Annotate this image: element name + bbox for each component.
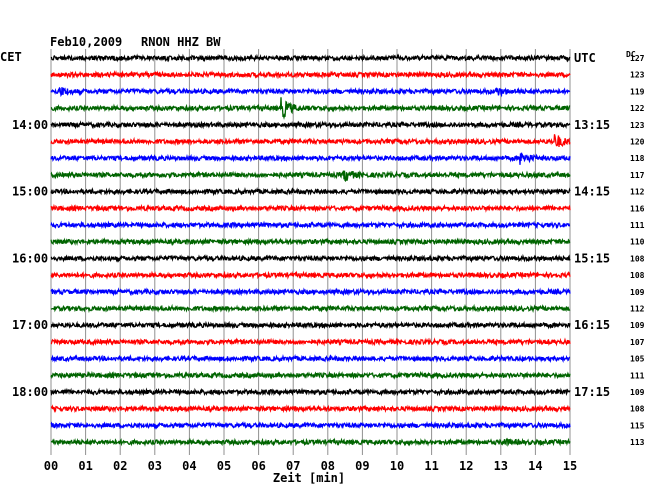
- left-hour-labels: 14:00 15:00 16:00 17:00 18:00: [12, 118, 48, 399]
- x-tick-label: 00: [44, 459, 58, 473]
- station-label: RNON HHZ BW: [141, 35, 221, 49]
- x-tick-label: 10: [390, 459, 404, 473]
- dc-offset-label: 112: [630, 188, 645, 197]
- trace-row-12: [50, 253, 571, 264]
- right-hour-label: UTC: [574, 51, 596, 65]
- x-tick-label: 07: [286, 459, 300, 473]
- left-hour-label: 16:00: [12, 251, 48, 265]
- trace-row-13: [50, 270, 571, 280]
- left-hour-label: 18:00: [12, 385, 48, 399]
- dc-offset-label: 107: [630, 338, 645, 347]
- dc-offset-labels: 127 123 119 122 123 120 118 117 112 116 111 110 108 1…: [630, 54, 645, 447]
- x-tick-label: 03: [148, 459, 162, 473]
- trace-row-6: [50, 152, 571, 165]
- x-axis-ticks: 00 01 02 03 04 05 06 07 08 09 10 11 12 13 14 15: [44, 459, 577, 473]
- dc-offset-label: 110: [630, 238, 645, 247]
- right-hour-label: 13:15: [574, 118, 610, 132]
- dc-offset-label: 123: [630, 121, 645, 130]
- right-hour-label: 15:15: [574, 251, 610, 265]
- trace-row-21: [50, 404, 571, 414]
- dc-offset-label: 117: [630, 171, 645, 180]
- dc-offset-label: 115: [630, 421, 645, 430]
- x-tick-label: 15: [563, 459, 577, 473]
- x-tick-label: 12: [459, 459, 473, 473]
- left-hour-label: 17:00: [12, 318, 48, 332]
- dc-offset-label: 122: [630, 104, 645, 113]
- dc-offset-label: 109: [630, 321, 645, 330]
- dc-offset-label: 119: [630, 87, 645, 96]
- dc-offset-label: 116: [630, 204, 645, 213]
- x-tick-label: 11: [424, 459, 438, 473]
- seismic-traces: [50, 53, 571, 447]
- right-hour-label: 16:15: [574, 318, 610, 332]
- dc-offset-label: 109: [630, 288, 645, 297]
- dc-offset-label: 105: [630, 355, 645, 364]
- dc-header: DC: [626, 50, 636, 59]
- trace-row-19: [50, 370, 571, 380]
- trace-row-23: [50, 437, 571, 447]
- trace-row-11: [50, 237, 571, 247]
- trace-row-10: [50, 220, 571, 230]
- trace-row-3: [50, 97, 571, 120]
- x-tick-label: 02: [113, 459, 127, 473]
- dc-offset-label: 120: [630, 138, 645, 147]
- dc-offset-label: 123: [630, 71, 645, 80]
- cet-label: CET: [0, 50, 22, 64]
- left-hour-label: 15:00: [12, 185, 48, 199]
- trace-row-9: [50, 203, 571, 213]
- x-tick-label: 14: [528, 459, 542, 473]
- trace-row-18: [50, 353, 571, 364]
- x-tick-label: 13: [494, 459, 508, 473]
- trace-row-17: [50, 337, 571, 347]
- dc-offset-label: 108: [630, 254, 645, 263]
- trace-row-20: [50, 387, 571, 397]
- trace-row-15: [50, 303, 571, 314]
- trace-row-22: [50, 420, 571, 431]
- dc-offset-label: 127: [630, 54, 645, 63]
- dc-offset-label: 112: [630, 305, 645, 314]
- dc-offset-label: 111: [630, 221, 645, 230]
- x-tick-label: 08: [321, 459, 335, 473]
- x-tick-label: 09: [355, 459, 369, 473]
- trace-row-7: [50, 170, 571, 183]
- dc-offset-label: 108: [630, 405, 645, 414]
- x-tick-label: 06: [251, 459, 265, 473]
- trace-row-5: [50, 134, 571, 148]
- x-tick-label: 01: [78, 459, 92, 473]
- chart-title: Feb10,2009: [50, 35, 122, 49]
- dc-offset-label: 111: [630, 371, 645, 380]
- right-hour-label: 17:15: [574, 385, 610, 399]
- trace-row-0: [50, 53, 571, 63]
- minute-grid: [50, 49, 571, 455]
- x-tick-label: 04: [182, 459, 196, 473]
- trace-row-16: [50, 320, 571, 330]
- trace-row-8: [50, 186, 571, 197]
- right-hour-labels: UTC 13:15 14:15 15:15 16:15 17:15: [574, 51, 610, 399]
- dc-offset-label: 109: [630, 388, 645, 397]
- x-axis-label: Zeit [min]: [273, 471, 345, 485]
- dc-offset-label: 118: [630, 154, 645, 163]
- trace-row-4: [50, 120, 571, 130]
- right-hour-label: 14:15: [574, 185, 610, 199]
- x-tick-label: 05: [217, 459, 231, 473]
- dc-offset-label: 113: [630, 438, 645, 447]
- left-hour-label: 14:00: [12, 118, 48, 132]
- trace-row-1: [50, 70, 571, 80]
- trace-row-2: [50, 86, 571, 98]
- dc-offset-label: 108: [630, 271, 645, 280]
- trace-row-14: [50, 287, 571, 297]
